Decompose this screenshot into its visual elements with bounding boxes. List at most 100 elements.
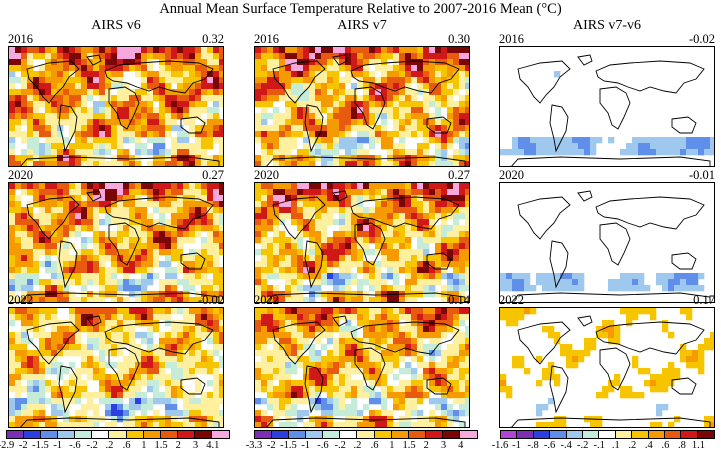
colorbar-tick-label: 4.1 [206,440,220,451]
map-panel: 2022 0.17 [499,294,715,428]
anomaly-field [9,47,223,166]
coastline-outline [350,321,460,355]
colorbar-swatch [582,431,600,438]
colorbar-tick-label: -1 [301,440,311,451]
map-panel: 2016 -0.02 [499,33,715,167]
coastline-outline [58,240,78,289]
colorbar-tick-label: .2 [105,440,114,451]
colorbar-tick-label: -.2 [577,440,589,451]
colorbar-tick-label: 1.5 [402,440,416,451]
colorbar-tick-label: 1.1 [691,440,706,451]
panel-year-label: 2020 [8,168,33,182]
colorbar-ticks: -3.3 -2 -1.5 -1 -.6 -.2 .2 .6 1 1.5 2 3 4 [245,440,484,451]
temperature-anomaly-map [8,307,224,428]
anomaly-field [255,183,469,302]
anomaly-field [255,308,469,427]
colorbar-tick-label: 1 [389,440,395,451]
colorbar-tick-label: -.4 [560,440,572,451]
colorbar-tick-label: -1.6 [491,440,509,451]
colorbar-tick-label: 4 [458,440,464,451]
colorbar-swatch [357,431,375,438]
colorbar-swatches [500,430,715,439]
column-title-airs-v6: AIRS v6 [91,18,141,33]
coastline-outline [304,240,324,289]
coastline-outline [671,377,697,395]
coastline-outline [272,196,326,240]
coastline-outline [266,292,466,302]
map-panel: 2016 0.30 [254,33,470,167]
coastline-outline [272,60,326,104]
panel-global-mean: 0.27 [202,168,224,182]
colorbar-tick-label: -1.5 [280,440,297,451]
colorbar-swatch [109,431,127,438]
colorbar-airs-v7: -3.3 -2 -1.5 -1 -.6 -.2 .2 .6 1 1.5 2 3 4 [245,430,484,451]
colorbar-swatch [501,431,518,438]
colorbar-swatch [7,431,25,438]
colorbar-tick-label: 1.5 [154,440,168,451]
coastline-outline [272,321,326,365]
coastline-outline [511,292,711,302]
temperature-anomaly-map [8,46,224,167]
panel-global-mean: 0.14 [448,293,470,307]
coastline-outline [304,365,324,414]
coastline-outline [26,60,80,104]
colorbar-swatch [306,431,324,438]
colorbar-tick-label: -.6 [317,440,329,451]
coastline-outline [86,315,102,327]
coastline-outline [517,60,571,104]
coastline-outline [517,321,571,365]
colorbar-swatch [615,431,633,438]
map-panel: 2020 0.27 [8,169,224,303]
colorbar-tick-label: -.1 [593,440,605,451]
colorbar-swatch [24,431,42,438]
colorbar-tick-label: 3 [440,440,447,451]
colorbar-swatch [255,431,273,438]
coastline-outline [20,156,220,166]
colorbar-tick-label: .4 [644,440,653,451]
coastline-outline [266,156,466,166]
colorbar-airs-v6: -2.9-2 -1.5 -1 -.6 -.2 .2 .6 1 1.5 23 4.1 [0,430,236,451]
coastline-outline [350,196,460,230]
column-title-airs-v7: AIRS v7 [337,18,387,33]
coastline-outline [332,315,348,327]
colorbar-swatch [92,431,110,438]
coastline-outline [599,347,631,391]
coastline-outline [595,321,705,355]
coastline-outline [426,116,452,134]
colorbar-tick-label: -.6 [543,440,556,451]
map-panel: 2022 0.14 [254,294,470,428]
colorbar-tick-label: 2 [423,440,429,451]
coastline-outline [86,190,102,202]
colorbar-swatch [391,431,409,438]
temperature-anomaly-map [254,182,470,303]
colorbar-tick-label: .2 [353,440,362,451]
colorbar-tick-label: .2 [628,440,637,451]
colorbar-swatch [143,431,161,438]
coastline-outline [104,321,214,355]
colorbar-swatches [6,430,230,439]
panel-year-label: 2016 [254,32,279,46]
colorbar-swatch [632,431,649,438]
coastline-outline [549,240,569,289]
colorbar-swatch [177,431,195,438]
coastline-outline [104,60,214,94]
colorbar-tick-label: -1.5 [32,440,49,451]
coastline-outline [599,222,631,266]
colorbar-tick-label: .1 [611,440,620,451]
coastline-outline [180,377,206,395]
colorbar-tick-label: -2 [18,440,28,451]
colorbar-swatch [681,431,698,438]
panel-year-label: 2022 [254,293,279,307]
colorbar-swatch [211,431,229,438]
coastline-outline [354,347,386,391]
colorbar-swatch [374,431,392,438]
coastline-outline [549,365,569,414]
colorbar-tick-label: -.8 [527,440,539,451]
temperature-anomaly-map [8,182,224,303]
colorbar-tick-label: -1 [512,440,521,451]
colorbar-tick-label: -3.3 [245,440,263,451]
coastline-outline [354,86,386,130]
anomaly-field [9,183,223,302]
colorbar-swatch [517,431,534,438]
colorbar-tick-label: .8 [677,440,686,451]
